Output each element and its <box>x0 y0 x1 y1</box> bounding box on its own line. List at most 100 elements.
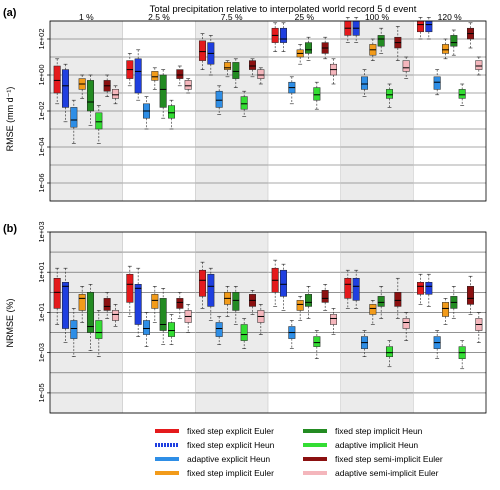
panel-b-frame <box>49 231 487 414</box>
panel-b-box-3-6 <box>321 283 329 311</box>
box-body <box>425 20 433 33</box>
box-body <box>215 90 223 108</box>
panel-b-box-5-6 <box>467 275 474 315</box>
legend: fixed step explicit Euler fixed step expl… <box>155 426 443 478</box>
box-body <box>280 27 287 43</box>
box-body <box>377 296 385 307</box>
panel-b-shade-0 <box>50 232 123 413</box>
panel-b-box-4-2 <box>361 330 368 357</box>
category-label: 100 % <box>365 12 390 22</box>
panel-a-box-0-3 <box>78 74 86 99</box>
box-body <box>70 320 78 339</box>
panel-b-box-1-6 <box>176 292 184 319</box>
panel-b-ytick-label: 1e-05 <box>37 383 46 402</box>
panel-b-ytick-label: 1e+01 <box>37 262 46 283</box>
panel-b-box-4-3 <box>369 300 377 325</box>
box-body <box>232 292 240 311</box>
panel-a-box-4-2 <box>361 69 368 97</box>
panel-b-box-2-2 <box>215 316 223 345</box>
panel-b-box-1-3 <box>151 285 159 323</box>
panel-b-box-2-0 <box>199 261 206 309</box>
panel-b-box-0-5 <box>95 310 103 357</box>
box-body <box>296 300 304 311</box>
panel-b-box-2-6 <box>249 290 256 315</box>
box-body <box>344 278 352 299</box>
panel-a-box-4-0 <box>344 17 352 43</box>
panel-b-box-0-1 <box>62 267 69 343</box>
panel-b-shade-2 <box>195 232 268 413</box>
box-body <box>467 286 474 305</box>
box-body <box>78 294 86 311</box>
box-body <box>240 96 248 110</box>
panel-b-box-2-1 <box>207 267 215 321</box>
box-body <box>224 62 231 70</box>
legend-label: adaptive semi-implicit Euler <box>335 468 439 478</box>
category-label: 1 % <box>79 12 94 22</box>
panel-a-box-3-3 <box>296 44 304 65</box>
panel-a-box-2-1 <box>207 35 215 76</box>
box-body <box>207 273 215 307</box>
panel-b-box-2-4 <box>232 285 240 325</box>
panel-a-ytick-label: 1e-04 <box>37 137 46 156</box>
box-body <box>87 80 94 112</box>
box-body <box>458 89 466 99</box>
panel-a-box-2-7 <box>257 67 265 85</box>
panel-a-box-3-6 <box>321 36 329 60</box>
panel-b-label: (b) <box>3 223 17 235</box>
panel-a-box-5-4 <box>450 29 458 56</box>
box-body <box>62 69 69 108</box>
panel-a-box-5-7 <box>475 56 483 76</box>
panel-a-box-1-5 <box>168 99 175 130</box>
box-body <box>280 269 287 297</box>
box-body <box>330 314 337 325</box>
panel-b-shade-4 <box>340 232 414 413</box>
panel-a-box-0-2 <box>70 99 78 144</box>
panel-b-box-0-4 <box>87 283 94 351</box>
panel-a-frame <box>49 20 487 202</box>
legend-label: fixed step explicit Euler <box>187 426 274 436</box>
category-label: 120 % <box>438 12 463 22</box>
box-body <box>151 71 159 81</box>
panel-b-box-5-1 <box>425 273 433 307</box>
box-body <box>159 74 167 108</box>
panel-b-box-3-4 <box>305 285 312 319</box>
legend-label: adaptive explicit Heun <box>187 454 270 464</box>
panel-a-ytick-label: 1e+02 <box>37 28 46 49</box>
box-body <box>199 269 206 297</box>
panel-a-box-2-4 <box>232 58 240 88</box>
panel-b-box-0-0 <box>53 267 61 325</box>
box-body <box>134 58 142 94</box>
panel-b-box-2-3 <box>224 285 231 317</box>
panel-a-box-1-1 <box>134 49 142 101</box>
category-label: 25 % <box>295 12 315 22</box>
panel-a-box-3-2 <box>288 76 296 105</box>
box-body <box>450 35 458 47</box>
box-body <box>151 294 159 309</box>
box-body <box>126 273 134 303</box>
panel-b-box-2-7 <box>257 304 265 335</box>
panel-a-box-4-5 <box>386 83 393 108</box>
box-body <box>103 298 111 311</box>
box-body <box>87 292 94 333</box>
panel-a-box-5-1 <box>425 17 433 40</box>
panel-a-box-5-6 <box>467 22 474 49</box>
panel-a-box-0-0 <box>53 58 61 105</box>
box-body <box>249 60 256 70</box>
box-body <box>168 105 175 119</box>
panel-a-box-4-4 <box>377 27 385 54</box>
box-body <box>240 324 248 341</box>
panel-b-box-5-4 <box>450 285 458 319</box>
panel-b-plot: 1e-05 1e-03 1e-01 1e+01 1e+03 <box>37 221 487 414</box>
box-body <box>184 80 192 90</box>
box-body <box>442 302 449 317</box>
panel-a-box-2-6 <box>249 58 256 78</box>
panel-a-box-5-5 <box>458 83 466 106</box>
legend-label: adaptive implicit Heun <box>335 440 418 450</box>
box-body <box>442 44 449 54</box>
panel-a-ylabel: RMSE (mm d⁻¹) <box>5 87 15 152</box>
panel-b-box-3-1 <box>280 263 287 311</box>
panel-b-box-1-2 <box>143 312 150 347</box>
panel-a-box-5-2 <box>433 69 441 96</box>
box-body <box>232 62 240 79</box>
box-body <box>53 278 61 309</box>
